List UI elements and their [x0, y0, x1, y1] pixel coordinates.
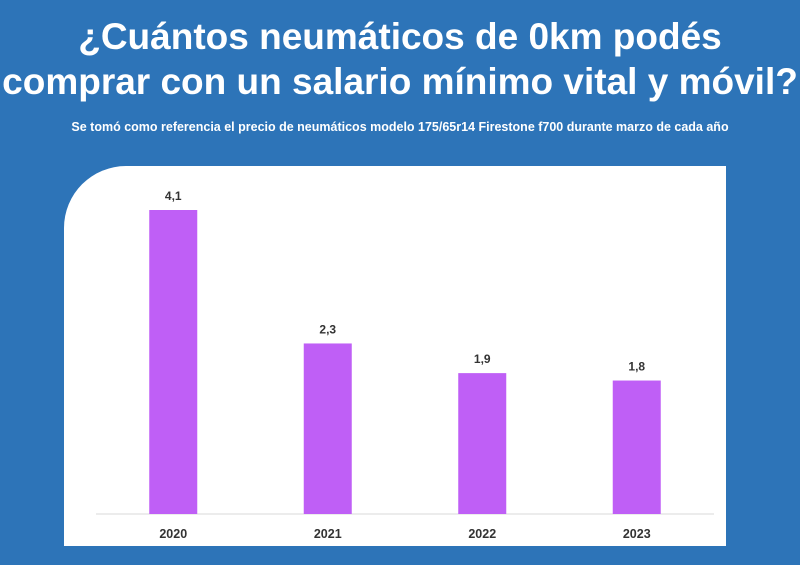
data-label-2021: 2,3	[319, 322, 336, 336]
chart-subtitle: Se tomó como referencia el precio de neu…	[71, 120, 729, 134]
data-label-2022: 1,9	[474, 352, 491, 366]
x-tick-label-2023: 2023	[623, 527, 651, 541]
x-tick-label-2020: 2020	[159, 527, 187, 541]
bar-chart: 4,1 2020 2,3 2021 1,9 2022 1,8 2023	[96, 189, 714, 541]
bar-2020	[149, 210, 198, 514]
x-tick-label-2022: 2022	[468, 527, 496, 541]
data-label-2023: 1,8	[628, 360, 645, 374]
bar-2021	[303, 343, 352, 514]
bar-2022	[458, 373, 507, 514]
x-tick-label-2021: 2021	[314, 527, 342, 541]
data-label-2020: 4,1	[165, 189, 182, 203]
chart-title: ¿Cuántos neumáticos de 0km podés comprar…	[2, 16, 798, 102]
chart-panel: 4,1 2020 2,3 2021 1,9 2022 1,8 2023	[64, 166, 726, 546]
bar-2023	[612, 380, 661, 514]
